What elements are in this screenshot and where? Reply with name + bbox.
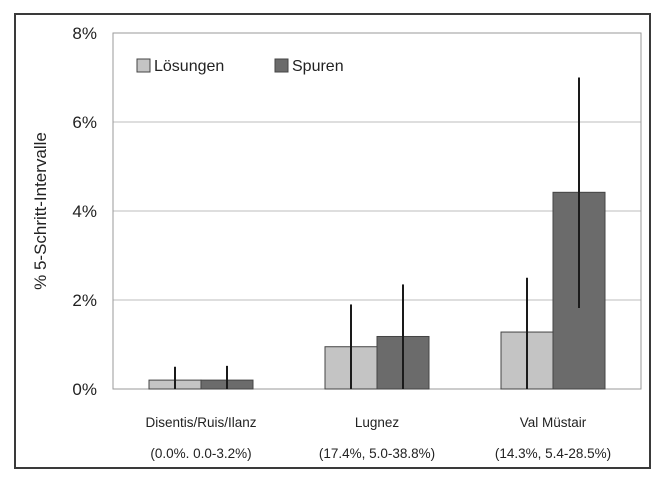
category-label: Disentis/Ruis/Ilanz [145, 415, 256, 430]
category-label: Val Müstair [520, 415, 587, 430]
legend-swatch [136, 58, 151, 73]
y-axis-label: % 5-Schritt-Intervalle [31, 132, 50, 290]
error-bars [174, 77, 580, 389]
legend-swatch [274, 58, 289, 73]
category-label: Lugnez [355, 415, 400, 430]
legend-label: Lösungen [154, 58, 224, 75]
y-tick-labels: 0% 2% 4% 6% 8% [72, 24, 97, 399]
y-tick-label: 4% [72, 202, 97, 221]
legend-label: Spuren [292, 58, 344, 75]
y-tick-label: 6% [72, 113, 97, 132]
category-sublabel: (14.3%, 5.4-28.5%) [495, 446, 611, 461]
y-tick-label: 8% [72, 24, 97, 43]
legend: Lösungen Spuren [136, 58, 344, 75]
y-tick-label: 0% [72, 380, 97, 399]
bar-chart: 0% 2% 4% 6% 8% Disentis/Ruis/Ilanz (0.0%. 0.0… [31, 24, 642, 461]
chart-frame: 0% 2% 4% 6% 8% Disentis/Ruis/Ilanz (0.0%. 0.0… [14, 13, 651, 469]
y-tick-label: 2% [72, 291, 97, 310]
bars [148, 191, 606, 390]
category-sublabel: (17.4%, 5.0-38.8%) [319, 446, 435, 461]
category-labels: Disentis/Ruis/Ilanz (0.0%. 0.0-3.2%) Lugne… [145, 415, 611, 461]
category-sublabel: (0.0%. 0.0-3.2%) [150, 446, 251, 461]
